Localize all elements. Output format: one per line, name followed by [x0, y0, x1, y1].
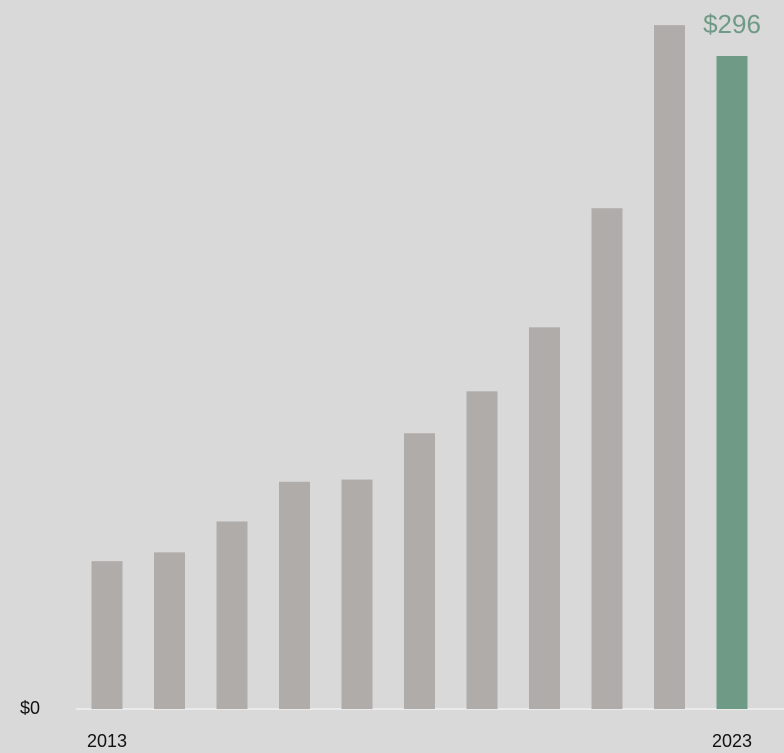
- y-tick-label: $0: [20, 698, 40, 718]
- x-tick-label: 2013: [87, 731, 127, 751]
- bar: [91, 561, 123, 709]
- bar: [591, 208, 623, 709]
- bar: [716, 56, 748, 709]
- bar: [466, 391, 498, 709]
- bar: [279, 481, 310, 709]
- x-tick-label: 2023: [712, 731, 752, 751]
- bar: [216, 521, 248, 709]
- bar: [529, 327, 560, 709]
- bar: [154, 552, 185, 709]
- value-label: $296: [703, 9, 761, 39]
- bar: [341, 479, 373, 709]
- bar: [404, 433, 435, 709]
- bar: [654, 25, 685, 709]
